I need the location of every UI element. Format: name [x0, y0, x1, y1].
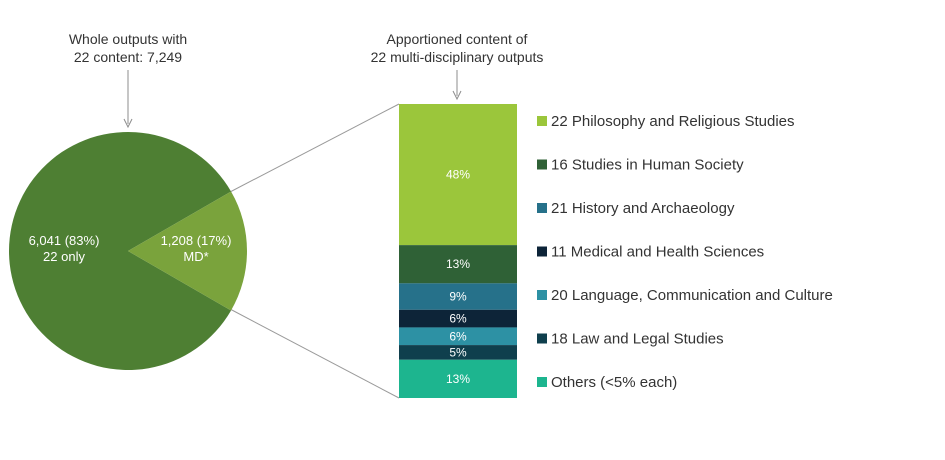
connector-top — [229, 103, 400, 193]
bar-segment-2 — [399, 245, 517, 284]
bar-title-line-2: 22 multi-disciplinary outputs — [371, 49, 544, 65]
bar-segment-5-label: 6% — [449, 329, 467, 343]
legend-label-5: 20 Language, Communication and Culture — [551, 287, 833, 304]
legend-swatch-5 — [537, 290, 547, 300]
bar-arrowhead — [452, 90, 462, 101]
legend-label-3: 21 History and Archaeology — [551, 200, 735, 217]
bar-segment-4 — [399, 309, 517, 328]
pie-label-22-only-line-2: 22 only — [43, 249, 85, 264]
legend-swatch-3 — [537, 203, 547, 213]
bar-segment-7-label: 13% — [446, 372, 470, 386]
bar-segment-4-label: 6% — [449, 312, 467, 326]
connector-bottom — [229, 308, 400, 399]
legend-swatch-4 — [537, 246, 547, 257]
stacked-bar: 48% 13% 9% 6% 6% 5% 13% — [399, 104, 517, 398]
pie-slice-22-only — [9, 132, 232, 371]
bar-segment-7 — [399, 359, 517, 398]
bar-segment-3-label: 9% — [449, 290, 467, 304]
bar-segment-3 — [399, 283, 517, 310]
legend-label-2: 16 Studies in Human Society — [551, 157, 744, 174]
pie-title-line-2: 22 content: 7,249 — [74, 49, 182, 65]
legend-swatch-7 — [537, 377, 547, 387]
bar-segment-6 — [399, 345, 517, 360]
legend-label-6: 18 Law and Legal Studies — [551, 331, 724, 348]
legend-label-1: 22 Philosophy and Religious Studies — [551, 113, 795, 130]
legend-swatch-1 — [537, 116, 547, 126]
pie-slice-md — [128, 191, 247, 311]
pie-label-22-only-line-1: 6,041 (83%) — [29, 233, 100, 248]
legend: 22 Philosophy and Religious Studies 16 St… — [537, 113, 833, 391]
bar-title-line-1: Apportioned content of — [387, 31, 528, 47]
bar-segment-1-label: 48% — [446, 168, 470, 182]
pie-arrowhead — [123, 118, 133, 129]
pie-chart: 6,041 (83%)22 only 1,208 (17%)MD* — [9, 132, 247, 371]
pie-label-md-line-1: 1,208 (17%) — [161, 233, 232, 248]
bar-segment-6-label: 5% — [449, 345, 467, 359]
legend-label-4: 11 Medical and Health Sciences — [551, 244, 764, 261]
pie-label-md-line-2: MD* — [183, 249, 208, 264]
legend-swatch-2 — [537, 159, 547, 170]
legend-swatch-6 — [537, 333, 547, 344]
legend-label-7: Others (<5% each) — [551, 374, 677, 391]
pie-title-line-1: Whole outputs with — [69, 31, 187, 47]
bar-segment-2-label: 13% — [446, 257, 470, 271]
bar-segment-1 — [399, 104, 517, 246]
bar-segment-5 — [399, 327, 517, 346]
